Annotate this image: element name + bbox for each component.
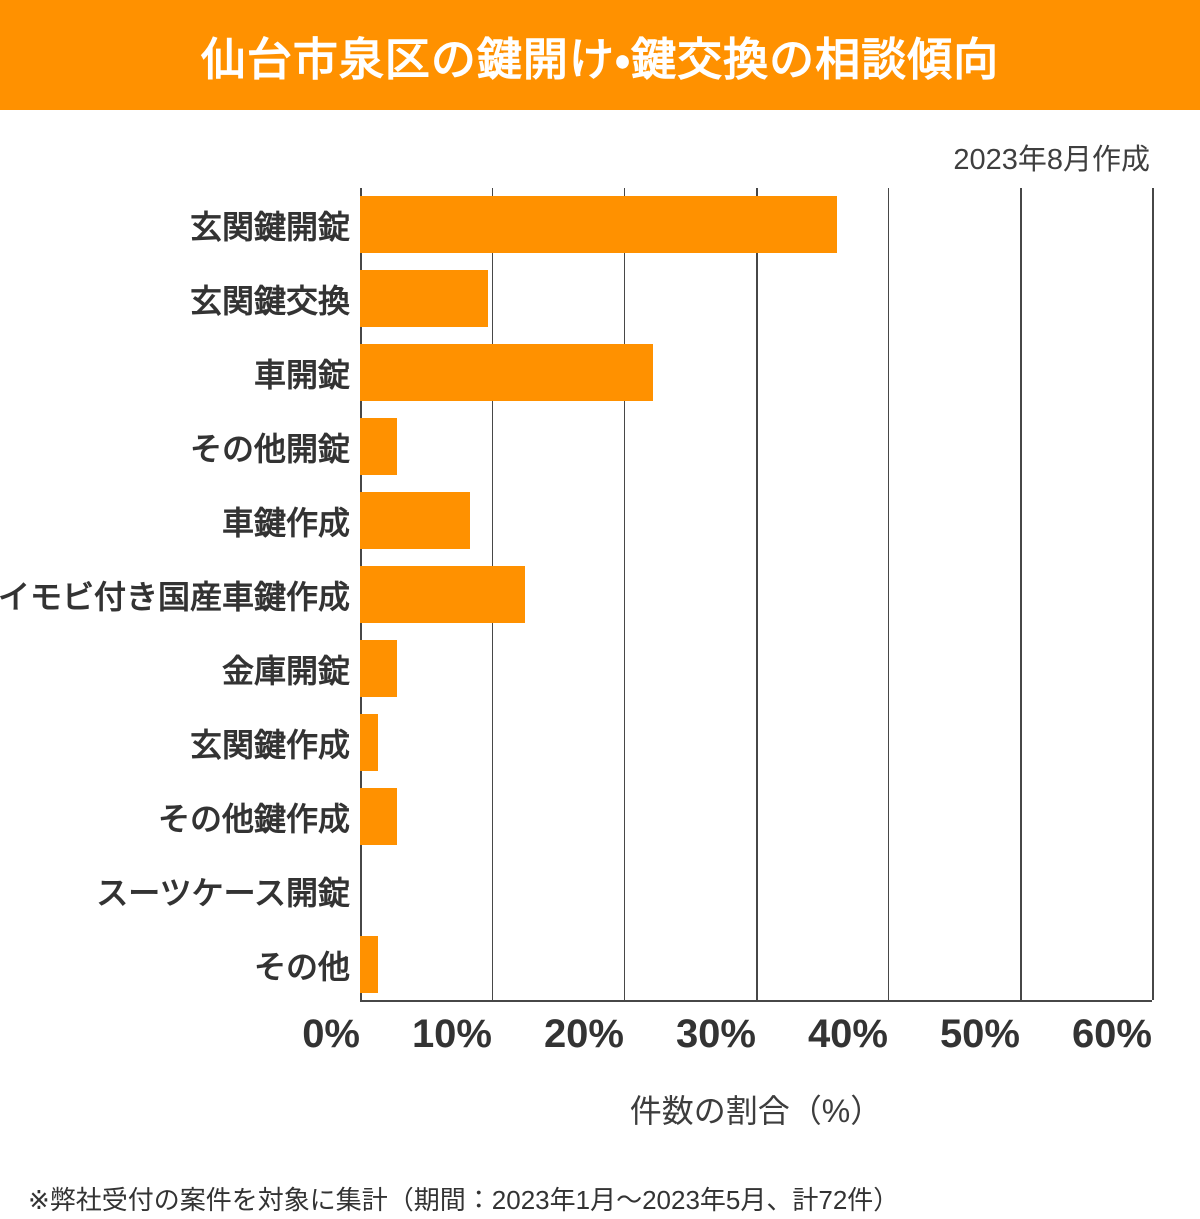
x-tick-label: 40% (807, 1012, 888, 1056)
x-tick-label: 10% (411, 1012, 492, 1056)
gridline (887, 188, 890, 1000)
bar (360, 196, 837, 253)
gridline (756, 188, 758, 1000)
chart-row: 車鍵作成 (0, 484, 1152, 558)
category-label: その他鍵作成 (157, 801, 350, 837)
bar (360, 936, 379, 993)
bar (360, 270, 489, 327)
category-label: 玄関鍵交換 (189, 283, 350, 319)
bar (360, 418, 397, 475)
category-label: 玄関鍵開錠 (189, 209, 350, 245)
chart-row: 玄関鍵交換 (0, 262, 1152, 336)
chart-row: その他開錠 (0, 410, 1152, 484)
category-label: 玄関鍵作成 (189, 727, 350, 763)
bar (360, 640, 397, 697)
category-label: その他開錠 (189, 431, 350, 467)
gridline (1020, 188, 1022, 1000)
category-label: その他 (253, 949, 350, 985)
x-tick-label: 0% (302, 1012, 360, 1056)
category-label: 車鍵作成 (221, 505, 350, 541)
chart-row: その他鍵作成 (0, 780, 1152, 854)
category-label: スーツケース開錠 (96, 875, 350, 911)
x-tick-label: 50% (939, 1012, 1020, 1056)
bar (360, 492, 470, 549)
chart-row: 金庫開錠 (0, 632, 1152, 706)
x-tick-label: 30% (675, 1012, 756, 1056)
chart-row: スーツケース開錠 (0, 854, 1152, 928)
category-label: 金庫開錠 (221, 653, 350, 689)
chart-row: 車開錠 (0, 336, 1152, 410)
x-tick-label: 20% (543, 1012, 624, 1056)
bar-rows: 玄関鍵開錠玄関鍵交換車開錠その他開錠車鍵作成イモビ付き国産車鍵作成金庫開錠玄関鍵… (0, 188, 1152, 1002)
bar (360, 714, 379, 771)
x-axis-title: 件数の割合（%） (629, 1093, 883, 1129)
bar-chart: 玄関鍵開錠玄関鍵交換車開錠その他開錠車鍵作成イモビ付き国産車鍵作成金庫開錠玄関鍵… (0, 188, 1200, 1148)
x-tick-label: 60% (1071, 1012, 1152, 1056)
gridline (1152, 188, 1154, 1000)
footnote: ※弊社受付の案件を対象に集計（期間：2023年1月～2023年5月、計72件） (28, 1185, 900, 1215)
bar (360, 788, 397, 845)
bar (360, 566, 525, 623)
chart-row: 玄関鍵開錠 (0, 188, 1152, 262)
category-label: 車開錠 (253, 357, 350, 393)
category-label: イモビ付き国産車鍵作成 (0, 579, 350, 615)
bar (360, 344, 654, 401)
created-date-label: 2023年8月作成 (953, 144, 1150, 176)
gridline (623, 188, 626, 1000)
chart-row: 玄関鍵作成 (0, 706, 1152, 780)
page-title: 仙台市泉区の鍵開け・鍵交換の相談傾向 (200, 33, 1000, 85)
chart-row: イモビ付き国産車鍵作成 (0, 558, 1152, 632)
title-banner: 仙台市泉区の鍵開け・鍵交換の相談傾向 (0, 0, 1200, 110)
chart-row: その他 (0, 928, 1152, 1002)
